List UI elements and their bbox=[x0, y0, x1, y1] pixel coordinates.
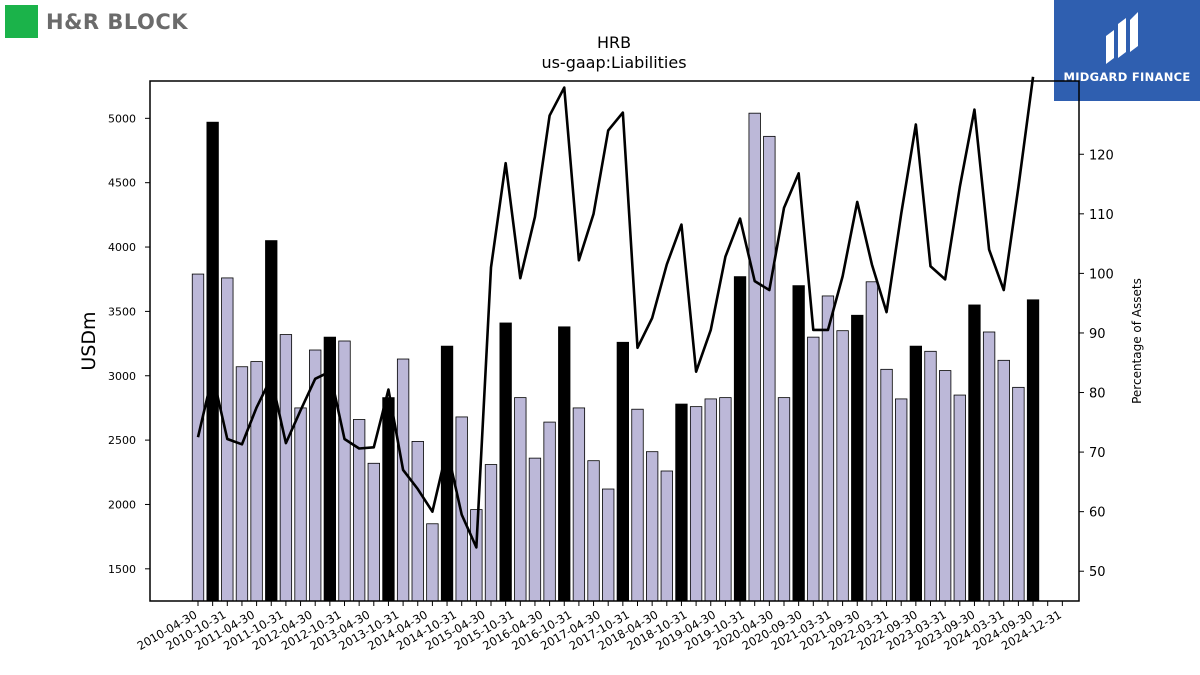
y2-tick-label: 50 bbox=[1089, 565, 1106, 580]
bar-2010-04-30 bbox=[191, 273, 205, 602]
bar-2016-04-30 bbox=[543, 421, 556, 602]
bar-2015-10-31 bbox=[514, 397, 527, 602]
y-tick-label: 3500 bbox=[108, 305, 136, 318]
bar-2012-10-31 bbox=[338, 340, 351, 602]
bar-2011-01-31 bbox=[235, 366, 249, 602]
bar-2019-01-31 bbox=[704, 398, 717, 602]
bar-2021-09-30 bbox=[865, 281, 879, 602]
bar-2017-10-31 bbox=[631, 408, 644, 602]
y2-tick-label: 60 bbox=[1089, 506, 1106, 521]
bar-2021-03-31 bbox=[836, 330, 849, 602]
y-tick-label: 1500 bbox=[108, 563, 136, 576]
bar-2020-12-31 bbox=[821, 295, 835, 602]
bar-2012-01-31 bbox=[294, 407, 307, 602]
bar-2017-07-31 bbox=[616, 341, 629, 602]
bar-2022-09-30 bbox=[924, 350, 937, 602]
y2-tick-label: 70 bbox=[1089, 446, 1106, 461]
y2-tick-label: 100 bbox=[1089, 267, 1114, 282]
bar-2019-07-31 bbox=[733, 276, 747, 602]
bar-2018-07-31 bbox=[675, 403, 688, 602]
bar-2018-01-31 bbox=[646, 451, 659, 602]
hr-block-logo: H&R BLOCK bbox=[5, 5, 188, 38]
bar-2019-04-30 bbox=[719, 397, 732, 602]
bar-2018-10-31 bbox=[689, 406, 703, 602]
bar-2016-10-31 bbox=[572, 407, 586, 602]
bar-2017-01-31 bbox=[587, 460, 600, 602]
y2-tick-label: 90 bbox=[1089, 327, 1106, 342]
bar-2021-12-31 bbox=[880, 368, 893, 602]
midgard-logo-icon bbox=[1106, 12, 1138, 64]
bar-2024-06-30 bbox=[1026, 299, 1040, 602]
bar-2021-06-30 bbox=[851, 314, 864, 602]
y-tick-label: 4500 bbox=[108, 177, 136, 190]
percentage-of-assets-line bbox=[196, 76, 1035, 549]
y-tick-label: 2000 bbox=[108, 498, 136, 511]
bar-2016-01-31 bbox=[528, 457, 542, 602]
bar-2015-07-31 bbox=[499, 322, 512, 602]
bar-2020-09-30 bbox=[807, 336, 820, 602]
bar-2020-06-30 bbox=[792, 285, 805, 602]
bar-2022-03-31 bbox=[895, 398, 908, 602]
bar-2019-10-31 bbox=[748, 112, 761, 602]
bar-2014-04-30 bbox=[426, 523, 439, 602]
bar-2015-04-30 bbox=[484, 464, 498, 602]
bar-2018-04-30 bbox=[660, 470, 673, 602]
bar-2016-07-31 bbox=[558, 326, 571, 602]
y2-tick-label: 80 bbox=[1089, 387, 1106, 402]
bar-2014-01-31 bbox=[411, 440, 424, 602]
bar-2011-07-31 bbox=[265, 240, 278, 602]
bar-2022-12-31 bbox=[939, 370, 952, 602]
chart-subtitle: us-gaap:Liabilities bbox=[541, 53, 686, 72]
bar-2013-10-31 bbox=[396, 358, 410, 602]
bar-2023-03-31 bbox=[953, 394, 966, 602]
hr-block-logo-text: H&R BLOCK bbox=[46, 9, 189, 34]
y-axis-label: USDm bbox=[78, 311, 100, 370]
plot-frame bbox=[149, 80, 1080, 602]
y2-axis-label: Percentage of Assets bbox=[1130, 278, 1144, 404]
hr-block-logo-square bbox=[5, 5, 38, 38]
midgard-logo-text: MIDGARD FINANCE bbox=[1063, 70, 1191, 84]
chart-title: HRB bbox=[597, 33, 631, 52]
y2-tick-label: 120 bbox=[1089, 148, 1114, 163]
y-tick-label: 3000 bbox=[108, 370, 136, 383]
y-tick-label: 4000 bbox=[108, 241, 136, 254]
bar-2017-04-30 bbox=[602, 488, 615, 602]
midgard-finance-logo: MIDGARD FINANCE bbox=[1054, 0, 1200, 101]
bar-2023-09-30 bbox=[982, 331, 996, 602]
bar-2023-12-31 bbox=[997, 359, 1010, 602]
bar-2020-04-30 bbox=[777, 397, 791, 602]
bar-2023-06-30 bbox=[968, 304, 981, 602]
bar-2013-04-30 bbox=[367, 462, 380, 602]
bar-2014-07-31 bbox=[440, 345, 454, 602]
bar-2011-10-31 bbox=[279, 334, 293, 602]
y-tick-label: 5000 bbox=[108, 112, 136, 125]
y2-tick-label: 110 bbox=[1089, 208, 1114, 223]
bar-2024-03-31 bbox=[1012, 386, 1025, 602]
bar-2022-06-30 bbox=[909, 345, 922, 602]
y-tick-label: 2500 bbox=[108, 434, 136, 447]
bar-2020-01-31 bbox=[763, 135, 776, 602]
bar-2013-07-31 bbox=[382, 397, 395, 602]
bar-2010-07-31 bbox=[206, 121, 219, 602]
